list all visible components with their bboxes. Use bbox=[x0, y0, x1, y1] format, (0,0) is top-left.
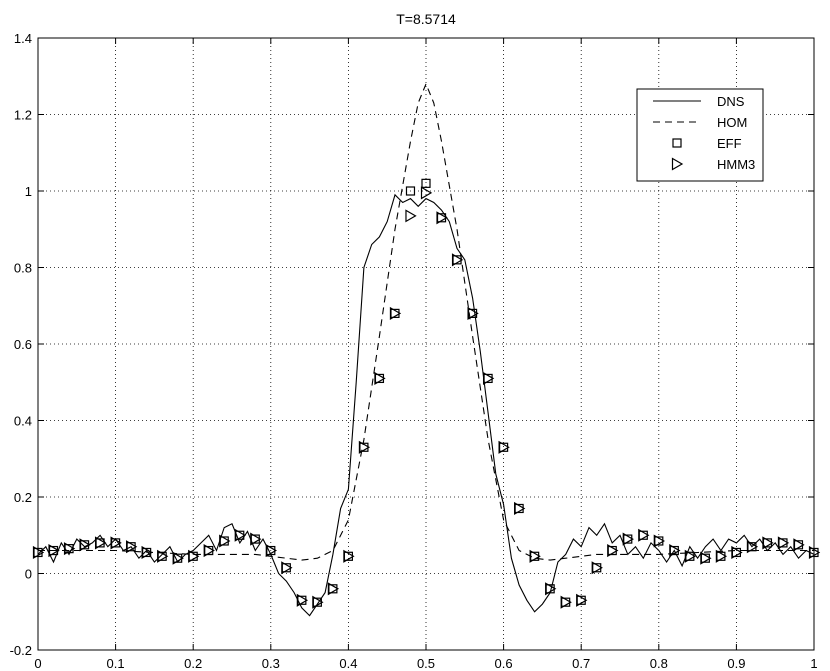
hmm3-marker bbox=[250, 532, 262, 546]
x-tick-label: 1 bbox=[810, 656, 817, 671]
x-tick-label: 0.6 bbox=[495, 656, 513, 671]
y-tick-label: 0 bbox=[25, 567, 32, 582]
hmm3-marker bbox=[126, 540, 138, 554]
hmm3-marker bbox=[591, 561, 603, 575]
x-tick-label: 0.4 bbox=[339, 656, 357, 671]
eff-marker bbox=[421, 178, 431, 188]
hmm3-marker bbox=[234, 528, 246, 542]
legend-label: HMM3 bbox=[717, 157, 755, 172]
hmm3-marker bbox=[110, 536, 122, 550]
x-tick-label: 0.9 bbox=[727, 656, 745, 671]
hmm3-marker bbox=[312, 595, 324, 609]
hmm3-marker bbox=[762, 536, 774, 550]
hmm3-marker bbox=[622, 532, 634, 546]
hmm3-marker bbox=[94, 536, 107, 550]
x-tick-label: 0.3 bbox=[262, 656, 280, 671]
hmm3-marker bbox=[420, 186, 433, 200]
hmm3-marker bbox=[48, 544, 60, 558]
legend-label: EFF bbox=[717, 136, 742, 151]
hmm3-marker bbox=[607, 544, 619, 558]
x-tick-label: 0.5 bbox=[417, 656, 435, 671]
hmm3-marker bbox=[777, 536, 790, 550]
hmm3-marker bbox=[576, 593, 588, 607]
y-tick-label: 1.4 bbox=[14, 31, 32, 46]
hmm3-marker bbox=[374, 371, 386, 385]
y-tick-label: 1 bbox=[25, 184, 32, 199]
hmm3-marker bbox=[560, 595, 572, 609]
hmm3-marker bbox=[436, 211, 448, 225]
x-tick-label: 0.2 bbox=[184, 656, 202, 671]
y-tick-label: 0.4 bbox=[14, 414, 32, 429]
hom-line bbox=[38, 82, 814, 561]
hmm3-marker bbox=[467, 306, 479, 320]
hmm3-marker bbox=[389, 306, 402, 320]
hmm3-marker bbox=[653, 534, 665, 548]
hmm3-marker bbox=[188, 549, 200, 563]
hmm3-marker bbox=[529, 549, 541, 563]
hmm3-marker bbox=[731, 545, 743, 560]
hmm3-marker bbox=[141, 545, 153, 560]
hmm3-marker bbox=[405, 209, 417, 223]
hmm3-marker bbox=[545, 582, 557, 596]
series-layer bbox=[32, 82, 821, 617]
hmm3-marker bbox=[63, 542, 76, 556]
legend: DNS HOM EFF HMM3 bbox=[636, 88, 764, 182]
hmm3-marker bbox=[514, 501, 526, 516]
legend-swatch-eff bbox=[672, 138, 682, 148]
legend-label: HOM bbox=[717, 115, 747, 130]
legend-swatch-hmm3 bbox=[671, 157, 684, 171]
plot-frame bbox=[37, 37, 815, 651]
x-tick-label: 0.7 bbox=[572, 656, 590, 671]
grid bbox=[38, 38, 814, 650]
hmm3-marker bbox=[219, 534, 231, 548]
hmm3-marker bbox=[343, 549, 355, 563]
eff-marker bbox=[405, 186, 416, 196]
y-tick-label: 0.2 bbox=[14, 490, 32, 505]
x-tick-label: 0 bbox=[34, 656, 41, 671]
chart-title: T=8.5714 bbox=[396, 11, 456, 27]
y-tick-label: 0.6 bbox=[14, 337, 32, 352]
hmm3-marker bbox=[157, 549, 169, 563]
hmm3-marker bbox=[327, 582, 340, 596]
hmm3-marker bbox=[265, 544, 277, 558]
x-tick-label: 0.1 bbox=[107, 656, 125, 671]
hmm3-marker bbox=[498, 440, 510, 454]
hmm3-marker bbox=[172, 551, 184, 565]
hmm3-marker bbox=[296, 593, 309, 607]
y-tick-label: 1.2 bbox=[14, 108, 32, 123]
hmm3-marker bbox=[451, 253, 464, 267]
hmm3-marker bbox=[746, 540, 759, 554]
hmm3-marker bbox=[793, 538, 805, 552]
legend-label: DNS bbox=[717, 94, 745, 109]
hmm3-marker bbox=[715, 549, 728, 563]
y-tick-label: -0.2 bbox=[10, 643, 32, 658]
hmm3-marker bbox=[79, 538, 91, 552]
x-tick-label: 0.8 bbox=[650, 656, 668, 671]
dns-line bbox=[37, 193, 815, 617]
legend-box bbox=[636, 88, 764, 182]
hmm3-marker bbox=[281, 561, 293, 575]
hmm3-marker bbox=[482, 371, 495, 385]
hmm3-marker bbox=[638, 528, 650, 542]
hmm3-marker bbox=[358, 440, 371, 454]
hmm3-marker bbox=[684, 549, 697, 563]
hmm3-marker bbox=[669, 544, 681, 558]
axes: 0 0.1 0.2 0.3 0.4 0.5 0.6 0.7 0.8 0.9 1-0.200.20.4… bbox=[10, 31, 818, 671]
hmm3-marker bbox=[203, 544, 215, 558]
y-tick-label: 0.8 bbox=[14, 261, 32, 276]
hmm3-marker bbox=[700, 551, 712, 565]
